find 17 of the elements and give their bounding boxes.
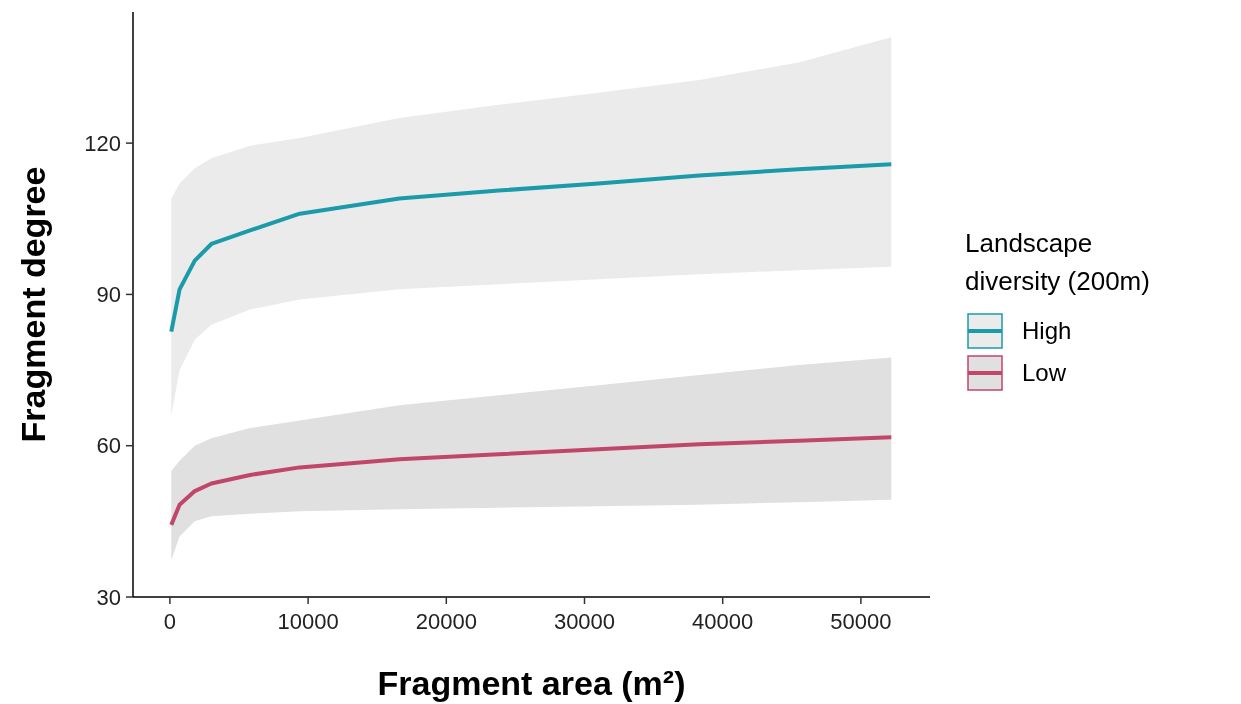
y-tick-label: 120 (84, 130, 121, 156)
line-series (169, 435, 894, 527)
x-axis-title: Fragment area (m²) (377, 664, 686, 702)
y-tick-label: 60 (96, 433, 121, 459)
legend-label: High (1022, 317, 1072, 345)
line-series (169, 162, 894, 334)
legend-title: Landscape diversity (200m) (965, 228, 1150, 296)
legend-label: Low (1022, 359, 1067, 387)
x-tick-label: 40000 (692, 609, 754, 634)
x-tick-label: 50000 (830, 609, 892, 634)
x-tick-label: 10000 (277, 609, 339, 634)
x-tick-label: 20000 (415, 609, 477, 634)
y-axis-title: Fragment degree (14, 166, 52, 443)
x-tick-label: 30000 (553, 609, 616, 634)
y-tick-label: 30 (96, 584, 121, 610)
x-tick-label: 0 (163, 609, 177, 634)
y-tick-label: 90 (96, 282, 121, 308)
